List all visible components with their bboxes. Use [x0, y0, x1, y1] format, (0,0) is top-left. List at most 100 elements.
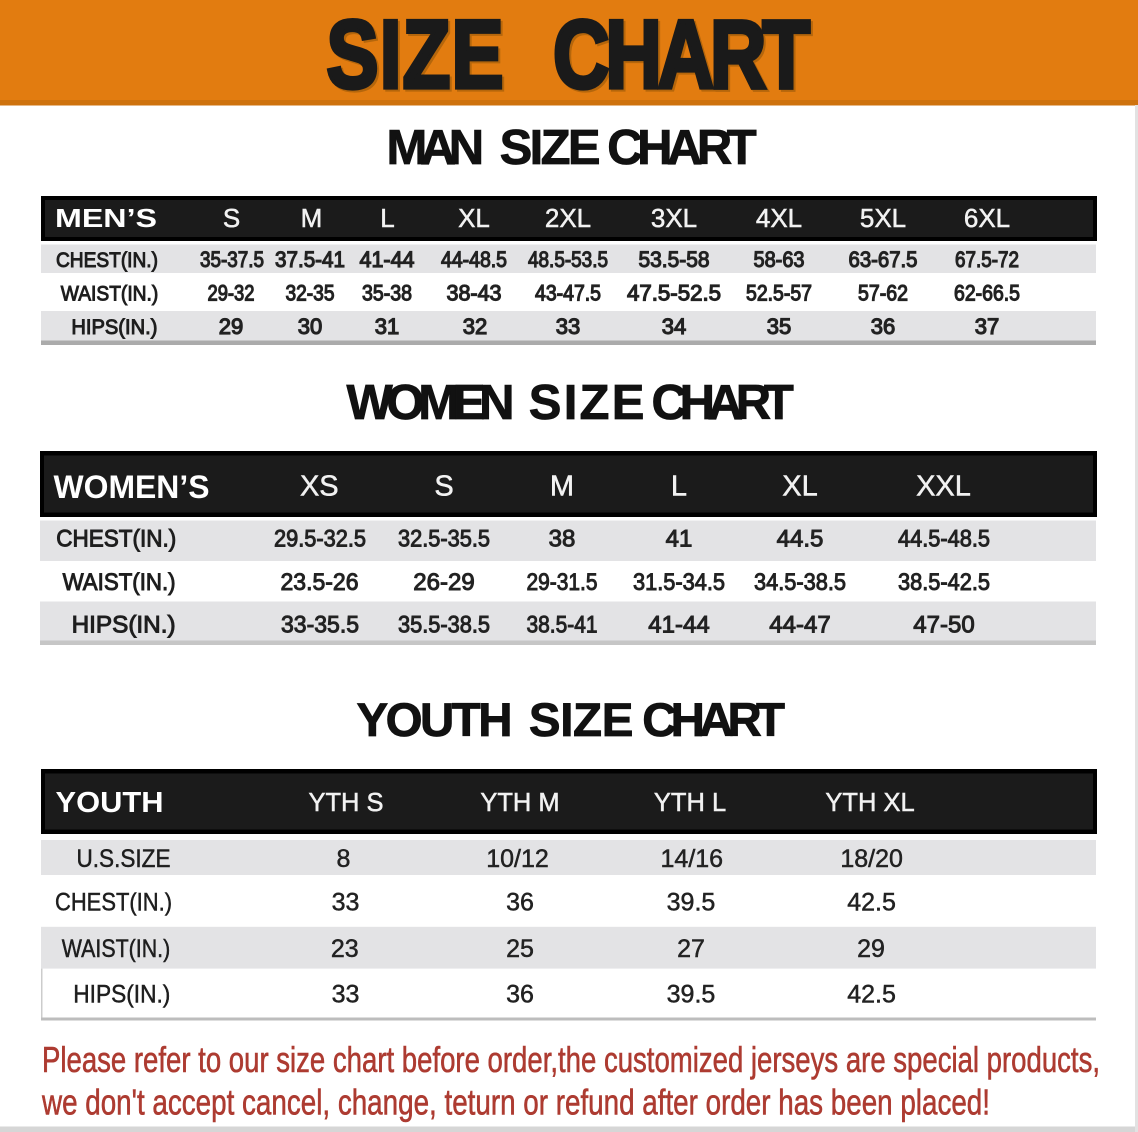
svg-text:43-47.5: 43-47.5 [535, 281, 601, 306]
svg-text:42.5: 42.5 [847, 981, 896, 1009]
svg-text:42.5: 42.5 [847, 889, 896, 917]
svg-text:37: 37 [975, 314, 999, 339]
svg-text:SIZE: SIZE [500, 121, 601, 175]
svg-text:41-44: 41-44 [360, 247, 415, 272]
svg-text:53.5-58: 53.5-58 [639, 247, 710, 272]
svg-text:SIZE: SIZE [327, 1, 504, 109]
svg-text:33-35.5: 33-35.5 [281, 612, 359, 639]
svg-text:CHART: CHART [607, 121, 756, 175]
svg-text:5XL: 5XL [860, 203, 906, 233]
svg-text:29-31.5: 29-31.5 [527, 569, 598, 596]
svg-text:44-48.5: 44-48.5 [441, 247, 507, 272]
svg-text:39.5: 39.5 [667, 889, 716, 917]
svg-text:29: 29 [219, 314, 243, 339]
svg-text:33: 33 [332, 889, 360, 917]
svg-text:14/16: 14/16 [661, 845, 724, 873]
svg-text:YTH XL: YTH XL [825, 789, 914, 817]
svg-text:XXL: XXL [916, 471, 971, 503]
svg-text:27: 27 [677, 935, 705, 963]
svg-text:XL: XL [458, 203, 490, 233]
svg-text:29-32: 29-32 [208, 281, 255, 306]
svg-text:YTH L: YTH L [654, 789, 726, 817]
svg-text:Please refer to our size chart: Please refer to our size chart before or… [42, 1039, 1100, 1080]
svg-text:34.5-38.5: 34.5-38.5 [754, 569, 846, 596]
svg-text:29.5-32.5: 29.5-32.5 [274, 526, 366, 553]
svg-text:39.5: 39.5 [667, 981, 716, 1009]
svg-text:41-44: 41-44 [648, 612, 709, 639]
svg-text:WAIST(IN.): WAIST(IN.) [63, 569, 176, 596]
svg-text:MEN’S: MEN’S [55, 203, 157, 233]
svg-text:M: M [301, 203, 323, 233]
svg-text:35-38: 35-38 [362, 281, 412, 306]
svg-text:6XL: 6XL [964, 203, 1010, 233]
svg-text:44.5: 44.5 [777, 526, 824, 553]
svg-text:CHART: CHART [553, 1, 810, 109]
svg-text:44.5-48.5: 44.5-48.5 [898, 526, 990, 553]
svg-text:CHART: CHART [642, 694, 785, 747]
svg-text:30: 30 [298, 314, 322, 339]
svg-text:MAN: MAN [387, 121, 485, 175]
svg-text:M: M [550, 471, 574, 503]
svg-text:38: 38 [549, 526, 576, 553]
svg-text:WAIST(IN.): WAIST(IN.) [61, 283, 159, 306]
svg-text:52.5-57: 52.5-57 [746, 281, 812, 306]
svg-text:32: 32 [463, 314, 487, 339]
svg-text:XL: XL [782, 471, 817, 503]
svg-text:WAIST(IN.): WAIST(IN.) [62, 935, 171, 963]
svg-text:SIZE: SIZE [529, 376, 645, 430]
svg-text:58-63: 58-63 [754, 247, 805, 272]
svg-text:U.S.SIZE: U.S.SIZE [77, 845, 171, 873]
svg-text:38.5-42.5: 38.5-42.5 [898, 569, 990, 596]
svg-text:32-35: 32-35 [286, 281, 335, 306]
svg-text:L: L [671, 471, 687, 503]
svg-text:YOUTH: YOUTH [56, 787, 164, 819]
svg-text:36: 36 [871, 314, 895, 339]
svg-text:HIPS(IN.): HIPS(IN.) [72, 612, 176, 639]
svg-text:35.5-38.5: 35.5-38.5 [398, 612, 490, 639]
svg-text:23.5-26: 23.5-26 [281, 569, 359, 596]
svg-text:23: 23 [331, 935, 359, 963]
svg-text:YTH M: YTH M [480, 789, 559, 817]
svg-text:CHART: CHART [555, 3, 812, 111]
svg-text:47-50: 47-50 [913, 612, 974, 639]
svg-text:SIZE: SIZE [529, 694, 634, 747]
svg-text:8: 8 [337, 845, 351, 873]
svg-text:XS: XS [300, 471, 339, 503]
svg-text:CHEST(IN.): CHEST(IN.) [55, 889, 172, 917]
svg-text:29: 29 [857, 935, 885, 963]
svg-text:36: 36 [506, 981, 534, 1009]
svg-text:34: 34 [662, 314, 686, 339]
svg-text:WOMEN: WOMEN [347, 376, 515, 430]
svg-text:HIPS(IN.): HIPS(IN.) [73, 981, 170, 1009]
svg-text:63-67.5: 63-67.5 [849, 247, 918, 272]
svg-text:CHART: CHART [652, 376, 794, 430]
svg-text:31: 31 [375, 314, 399, 339]
svg-text:HIPS(IN.): HIPS(IN.) [71, 316, 157, 339]
svg-text:33: 33 [556, 314, 580, 339]
svg-text:18/20: 18/20 [840, 845, 903, 873]
svg-text:YOUTH: YOUTH [357, 694, 513, 747]
svg-text:25: 25 [506, 935, 534, 963]
svg-text:3XL: 3XL [651, 203, 697, 233]
svg-text:44-47: 44-47 [769, 612, 830, 639]
svg-text:41: 41 [666, 526, 693, 553]
svg-text:CHEST(IN.): CHEST(IN.) [56, 249, 158, 272]
svg-text:S: S [434, 471, 453, 503]
svg-text:62-66.5: 62-66.5 [954, 281, 1020, 306]
svg-text:38.5-41: 38.5-41 [527, 612, 598, 639]
svg-text:57-62: 57-62 [858, 281, 908, 306]
svg-text:SIZE: SIZE [329, 3, 506, 111]
svg-text:37.5-41: 37.5-41 [275, 247, 345, 272]
svg-text:33: 33 [332, 981, 360, 1009]
svg-text:4XL: 4XL [756, 203, 802, 233]
svg-text:38-43: 38-43 [447, 281, 502, 306]
svg-text:31.5-34.5: 31.5-34.5 [633, 569, 725, 596]
svg-text:35: 35 [767, 314, 791, 339]
svg-text:we don't accept cancel, change: we don't accept cancel, change, teturn o… [41, 1081, 990, 1122]
svg-text:26-29: 26-29 [413, 569, 474, 596]
svg-text:YTH S: YTH S [308, 789, 383, 817]
svg-text:10/12: 10/12 [486, 845, 549, 873]
svg-text:35-37.5: 35-37.5 [200, 247, 264, 272]
svg-text:S: S [223, 203, 240, 233]
svg-text:2XL: 2XL [545, 203, 591, 233]
